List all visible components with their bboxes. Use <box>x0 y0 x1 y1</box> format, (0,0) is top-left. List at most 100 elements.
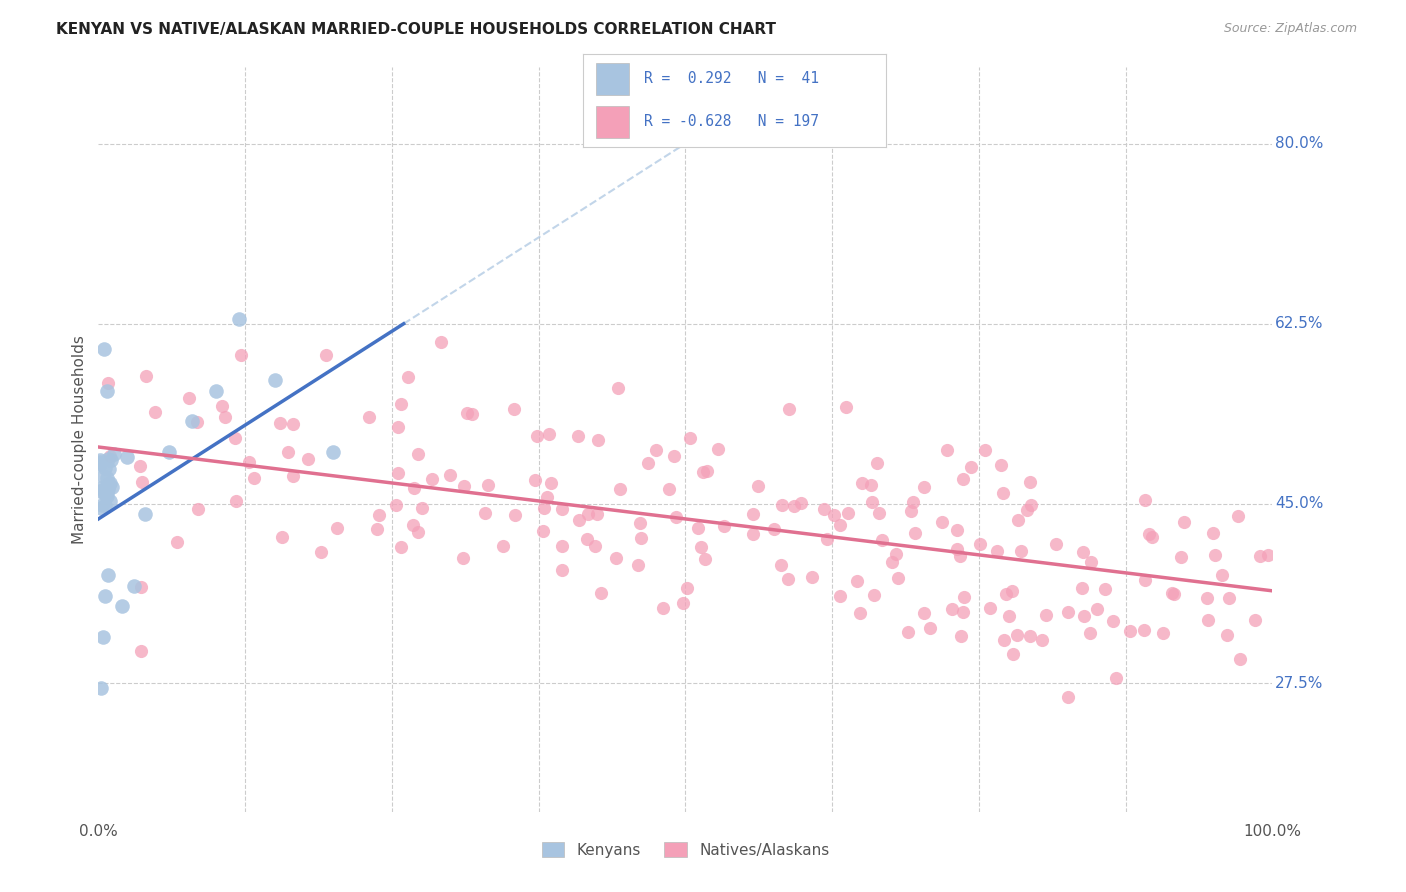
Point <box>456 406 478 420</box>
Point <box>90 501 112 516</box>
Point <box>94 499 117 513</box>
Point <box>870 533 893 547</box>
Point <box>224 431 246 445</box>
Point <box>693 551 716 566</box>
Point <box>281 469 304 483</box>
Point <box>1007 628 1029 642</box>
Point <box>97 452 120 467</box>
Point <box>865 456 887 470</box>
Point <box>94 589 117 603</box>
Point <box>676 582 699 596</box>
Point <box>326 521 349 535</box>
Point <box>1085 602 1108 616</box>
Point <box>98 449 121 463</box>
Point <box>402 518 425 533</box>
Point <box>859 478 882 492</box>
Point <box>89 481 111 495</box>
Point <box>586 434 609 448</box>
Point <box>1000 584 1022 599</box>
Point <box>912 606 935 620</box>
Point <box>131 580 153 594</box>
Point <box>1102 614 1125 628</box>
Point <box>1094 582 1116 597</box>
Text: Source: ZipAtlas.com: Source: ZipAtlas.com <box>1223 22 1357 36</box>
Point <box>952 472 974 486</box>
Point <box>605 551 627 566</box>
Point <box>585 507 607 521</box>
Point <box>229 348 252 362</box>
Point <box>637 456 659 470</box>
Point <box>1073 608 1095 623</box>
Point <box>692 465 714 479</box>
Point <box>96 484 118 499</box>
Legend: Kenyans, Natives/Alaskans: Kenyans, Natives/Alaskans <box>536 836 835 863</box>
Point <box>551 563 574 577</box>
Point <box>385 499 408 513</box>
Point <box>1018 629 1040 643</box>
Point <box>769 558 792 573</box>
Text: R = -0.628   N = 197: R = -0.628 N = 197 <box>644 114 818 129</box>
Point <box>974 442 997 457</box>
Point <box>1031 633 1053 648</box>
Point <box>800 570 823 584</box>
Point <box>763 522 786 536</box>
Point <box>652 601 675 615</box>
Point <box>862 495 884 509</box>
Point <box>952 605 974 619</box>
Point <box>98 462 121 476</box>
Point <box>166 534 188 549</box>
Point <box>849 607 872 621</box>
Text: 62.5%: 62.5% <box>1275 317 1323 331</box>
Point <box>129 644 152 658</box>
Point <box>531 524 554 538</box>
Point <box>492 539 515 553</box>
Point <box>1078 625 1101 640</box>
Point <box>1137 527 1160 541</box>
Point <box>789 496 811 510</box>
Point <box>837 506 859 520</box>
Point <box>834 400 856 414</box>
Point <box>1244 613 1267 627</box>
Point <box>918 621 941 635</box>
Point <box>1007 513 1029 527</box>
Point <box>868 506 890 520</box>
Point <box>979 601 1001 615</box>
Point <box>1226 508 1249 523</box>
Point <box>89 457 111 471</box>
Point <box>1211 567 1233 582</box>
Point <box>94 487 117 501</box>
Point <box>271 530 294 544</box>
Point <box>1035 608 1057 623</box>
Point <box>96 471 118 485</box>
Point <box>211 399 233 413</box>
Point <box>1056 605 1078 619</box>
Point <box>1104 671 1126 685</box>
Point <box>959 459 981 474</box>
Point <box>238 455 260 469</box>
Point <box>93 343 115 357</box>
Point <box>993 633 1015 648</box>
Point <box>122 579 145 593</box>
Point <box>526 429 548 443</box>
Point <box>1071 581 1094 595</box>
Point <box>904 525 927 540</box>
Point <box>900 504 922 518</box>
Point <box>93 483 115 497</box>
Point <box>997 609 1019 624</box>
Bar <box>596 63 628 95</box>
Point <box>713 519 735 533</box>
Point <box>1161 586 1184 600</box>
Point <box>100 494 122 508</box>
Point <box>990 458 1012 472</box>
Point <box>115 450 138 464</box>
Point <box>815 532 838 546</box>
Point <box>387 467 409 481</box>
Point <box>747 479 769 493</box>
Point <box>1133 623 1156 637</box>
Point <box>368 508 391 523</box>
Point <box>101 480 124 494</box>
Point <box>98 476 121 491</box>
Point <box>523 473 546 487</box>
Point <box>474 506 496 520</box>
Point <box>706 442 728 456</box>
